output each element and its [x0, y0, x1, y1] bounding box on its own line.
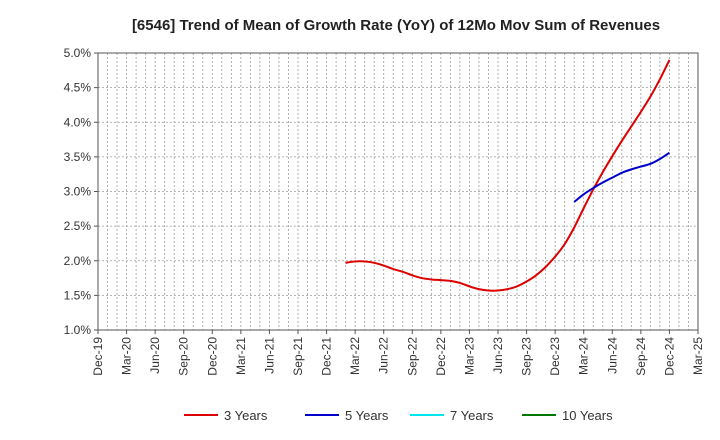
x-tick-label: Dec-24 — [662, 337, 676, 376]
series-line-5-years — [573, 151, 670, 203]
legend-label-3-years: 3 Years — [224, 408, 268, 423]
y-tick-label: 1.5% — [64, 288, 92, 302]
x-tick-label: Sep-24 — [634, 337, 648, 376]
x-tick-label: Sep-23 — [520, 337, 534, 376]
y-tick-label: 3.0% — [64, 185, 92, 199]
x-tick-label: Dec-19 — [91, 337, 105, 376]
y-tick-label: 1.0% — [64, 323, 92, 337]
y-tick-label: 2.5% — [64, 219, 92, 233]
x-tick-label: Jun-23 — [491, 337, 505, 374]
chart-title: [6546] Trend of Mean of Growth Rate (YoY… — [132, 17, 660, 34]
legend-label-10-years: 10 Years — [562, 408, 613, 423]
y-tick-label: 4.5% — [64, 81, 92, 95]
x-tick-label: Mar-22 — [348, 337, 362, 375]
y-tick-label: 3.5% — [64, 150, 92, 164]
x-tick-label: Sep-22 — [405, 337, 419, 376]
legend-label-5-years: 5 Years — [345, 408, 389, 423]
x-tick-label: Jun-20 — [148, 337, 162, 374]
x-tick-label: Jun-24 — [605, 337, 619, 374]
x-tick-label: Dec-22 — [434, 337, 448, 376]
x-tick-label: Mar-21 — [234, 337, 248, 375]
x-tick-label: Mar-20 — [120, 337, 134, 375]
y-tick-label: 4.0% — [64, 115, 92, 129]
x-tick-label: Mar-24 — [577, 337, 591, 375]
legend: 3 Years 5 Years 7 Years 10 Years — [184, 408, 613, 423]
legend-label-7-years: 7 Years — [450, 408, 494, 423]
x-tick-label: Mar-25 — [691, 337, 705, 375]
x-tick-label: Dec-23 — [548, 337, 562, 376]
x-tick-label: Sep-20 — [177, 337, 191, 376]
y-tick-label: 2.0% — [64, 254, 92, 268]
x-tick-label: Jun-22 — [377, 337, 391, 374]
x-tick-label: Dec-21 — [320, 337, 334, 376]
x-tick-label: Sep-21 — [291, 337, 305, 376]
x-tick-label: Jun-21 — [262, 337, 276, 374]
x-tick-label: Mar-23 — [462, 337, 476, 375]
y-axis-ticks: 1.0% 1.5% 2.0% 2.5% 3.0% 3.5% 4.0% 4.5% 5.0% — [64, 46, 98, 337]
y-tick-label: 5.0% — [64, 46, 92, 60]
x-tick-label: Dec-20 — [205, 337, 219, 376]
grid — [98, 53, 698, 330]
x-axis-ticks: Dec-19 Mar-20 Jun-20 Sep-20 Dec-20 Mar-21 Jun-… — [91, 330, 705, 376]
series-lines — [345, 59, 671, 292]
series-line-3-years — [345, 59, 671, 292]
